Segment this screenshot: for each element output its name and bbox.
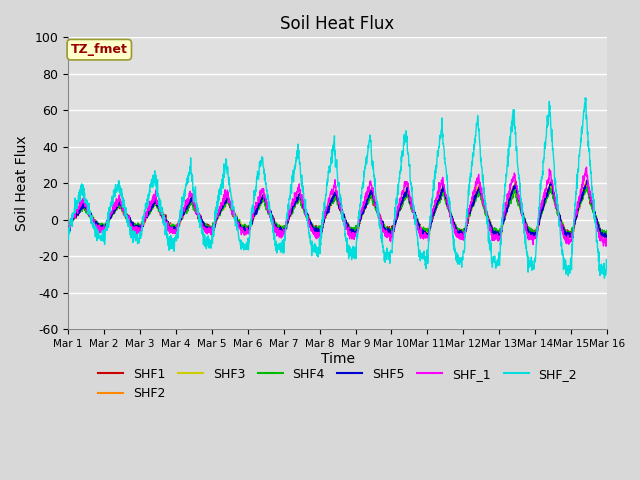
SHF_2 [494, 257, 502, 263]
SHF4 [214, 214, 222, 219]
SHF_1 [582, 164, 590, 170]
SHF5 [365, 193, 372, 199]
SHF4 [556, 215, 563, 220]
Y-axis label: Soil Heat Flux: Soil Heat Flux [15, 135, 29, 231]
Legend: SHF1, SHF2, SHF3, SHF4, SHF5, SHF_1, SHF_2: SHF1, SHF2, SHF3, SHF4, SHF5, SHF_1, SHF… [93, 362, 582, 405]
SHF_2 [365, 145, 372, 151]
SHF1 [353, 225, 361, 231]
SHF_2 [603, 266, 611, 272]
SHF1 [603, 233, 611, 239]
SHF_1 [602, 243, 610, 249]
SHF_1 [570, 216, 578, 222]
SHF_1 [64, 228, 72, 234]
SHF3 [365, 198, 372, 204]
Line: SHF_2: SHF_2 [68, 98, 607, 278]
SHF4 [365, 200, 372, 206]
SHF5 [570, 222, 578, 228]
SHF_1 [556, 216, 563, 222]
SHF2 [365, 193, 372, 199]
SHF3 [353, 228, 361, 234]
SHF3 [556, 213, 563, 218]
SHF2 [603, 230, 611, 236]
SHF4 [603, 228, 611, 233]
SHF3 [64, 222, 72, 228]
SHF4 [353, 223, 361, 229]
Text: TZ_fmet: TZ_fmet [71, 43, 128, 56]
Line: SHF1: SHF1 [68, 185, 607, 237]
Line: SHF2: SHF2 [68, 180, 607, 238]
Line: SHF3: SHF3 [68, 182, 607, 237]
SHF_2 [600, 276, 608, 281]
SHF_1 [494, 234, 502, 240]
SHF_2 [556, 224, 563, 229]
SHF4 [583, 184, 591, 190]
SHF_1 [353, 231, 361, 237]
SHF2 [64, 224, 72, 229]
SHF2 [583, 178, 591, 183]
SHF5 [583, 178, 591, 183]
SHF_2 [64, 228, 72, 234]
SHF1 [584, 182, 591, 188]
SHF_1 [603, 242, 611, 248]
SHF2 [353, 224, 361, 229]
SHF_2 [353, 231, 361, 237]
SHF2 [565, 235, 573, 241]
SHF5 [214, 211, 222, 216]
SHF1 [571, 220, 579, 226]
SHF3 [512, 180, 520, 185]
SHF3 [494, 230, 502, 236]
SHF5 [556, 212, 563, 218]
SHF3 [214, 212, 222, 218]
SHF4 [570, 225, 578, 230]
SHF2 [214, 211, 222, 216]
SHF5 [494, 229, 502, 235]
SHF3 [571, 224, 579, 230]
SHF_2 [581, 95, 589, 101]
SHF2 [571, 219, 579, 225]
SHF1 [64, 224, 72, 229]
SHF1 [365, 198, 372, 204]
Line: SHF5: SHF5 [68, 180, 607, 240]
Title: Soil Heat Flux: Soil Heat Flux [280, 15, 395, 33]
SHF4 [64, 225, 72, 230]
SHF5 [64, 224, 72, 230]
SHF3 [602, 234, 609, 240]
SHF5 [602, 237, 610, 242]
Line: SHF4: SHF4 [68, 187, 607, 238]
SHF2 [556, 213, 563, 219]
SHF1 [556, 212, 563, 218]
SHF_1 [365, 189, 372, 195]
SHF_2 [214, 199, 222, 204]
SHF3 [603, 234, 611, 240]
SHF1 [214, 213, 222, 219]
SHF_2 [570, 217, 578, 223]
SHF5 [603, 233, 611, 239]
SHF5 [353, 227, 361, 232]
SHF2 [494, 231, 502, 237]
Line: SHF_1: SHF_1 [68, 167, 607, 246]
SHF_1 [214, 210, 222, 216]
SHF1 [563, 234, 571, 240]
X-axis label: Time: Time [321, 352, 355, 366]
SHF1 [494, 232, 502, 238]
SHF4 [494, 229, 502, 235]
SHF4 [602, 235, 610, 240]
